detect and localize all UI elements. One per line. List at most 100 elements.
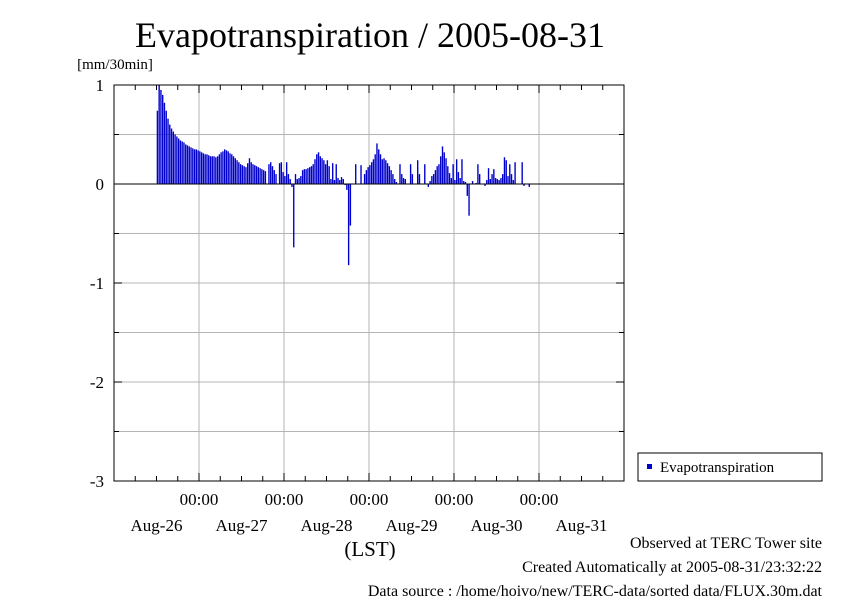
bar: [514, 162, 516, 184]
bar: [395, 182, 398, 184]
bar: [181, 141, 183, 184]
bar: [381, 159, 383, 184]
bar: [239, 164, 242, 184]
bar: [374, 154, 376, 184]
bar: [215, 157, 217, 184]
bar: [238, 162, 240, 184]
bar: [285, 162, 288, 184]
bar: [372, 159, 375, 184]
bar: [287, 174, 290, 184]
bar: [385, 160, 387, 184]
bar: [208, 155, 210, 184]
bar: [399, 164, 401, 184]
bar-series: [156, 85, 530, 266]
bar: [170, 128, 173, 184]
bar: [231, 154, 233, 184]
bar: [270, 162, 272, 184]
footer-observed: Observed at TERC Tower site: [629, 535, 822, 552]
bar: [229, 153, 231, 184]
x-date-label: Aug-27: [216, 516, 268, 535]
bar: [220, 152, 222, 184]
bar: [448, 173, 451, 184]
bar: [162, 94, 164, 184]
bar: [494, 178, 497, 184]
bar: [507, 176, 509, 184]
bar: [505, 160, 507, 184]
bar: [211, 156, 213, 184]
bar: [390, 170, 392, 184]
bar: [477, 164, 479, 184]
bar: [349, 184, 352, 226]
bar: [429, 181, 431, 184]
bar: [195, 149, 198, 184]
bar: [321, 158, 323, 184]
bar: [496, 179, 499, 184]
bar: [160, 89, 162, 184]
bar: [167, 118, 169, 184]
footer-source: Data source : /home/hoivo/new/TERC-data/…: [367, 583, 822, 600]
bar: [179, 140, 182, 184]
bar: [234, 158, 236, 184]
bar: [512, 180, 515, 184]
bar: [355, 164, 357, 184]
bar: [250, 162, 252, 184]
bar: [284, 176, 286, 184]
bar: [310, 166, 313, 184]
bar: [342, 179, 345, 184]
bar: [411, 174, 414, 184]
bar: [185, 144, 187, 184]
y-axis-unit-label: [mm/30min]: [77, 57, 153, 73]
bar: [236, 160, 238, 184]
bar: [418, 174, 421, 184]
bar: [443, 152, 445, 184]
bar: [509, 164, 511, 184]
bar: [222, 151, 224, 184]
legend: Evapotranspiration: [637, 452, 823, 482]
bar: [293, 184, 295, 248]
bar: [347, 184, 350, 266]
bar: [438, 164, 440, 184]
x-date-label: Aug-30: [471, 516, 523, 535]
bar: [330, 179, 332, 184]
bar: [450, 178, 453, 184]
bar: [457, 172, 460, 184]
bar: [298, 178, 300, 184]
bar: [291, 184, 293, 187]
x-time-label: 00:00: [520, 490, 559, 509]
bar: [383, 158, 385, 184]
bar: [303, 169, 306, 184]
bar: [190, 147, 192, 184]
bar: [301, 170, 304, 184]
bar: [445, 158, 447, 184]
bar: [188, 146, 190, 184]
bar: [478, 174, 481, 184]
bar: [172, 131, 175, 184]
bar: [300, 176, 302, 184]
bar: [409, 164, 412, 184]
bar: [337, 178, 339, 184]
bar: [461, 159, 463, 184]
bar: [247, 163, 249, 184]
bar: [193, 149, 196, 184]
bar: [392, 174, 394, 184]
bar: [314, 159, 316, 184]
bar: [312, 164, 314, 184]
bar: [200, 152, 203, 184]
bar: [165, 110, 167, 184]
bar: [335, 164, 337, 184]
bar: [218, 154, 221, 184]
bar: [487, 168, 490, 184]
bar: [489, 179, 491, 184]
bar: [471, 181, 474, 184]
bar: [259, 168, 261, 184]
bar: [388, 166, 391, 184]
bar: [199, 151, 201, 184]
x-time-label: 00:00: [435, 490, 474, 509]
x-date-label: Aug-26: [131, 516, 183, 535]
bar: [339, 180, 341, 184]
bar: [197, 150, 199, 184]
bar: [326, 160, 329, 184]
bar: [248, 158, 251, 184]
bar: [427, 184, 430, 187]
bar: [296, 179, 298, 184]
